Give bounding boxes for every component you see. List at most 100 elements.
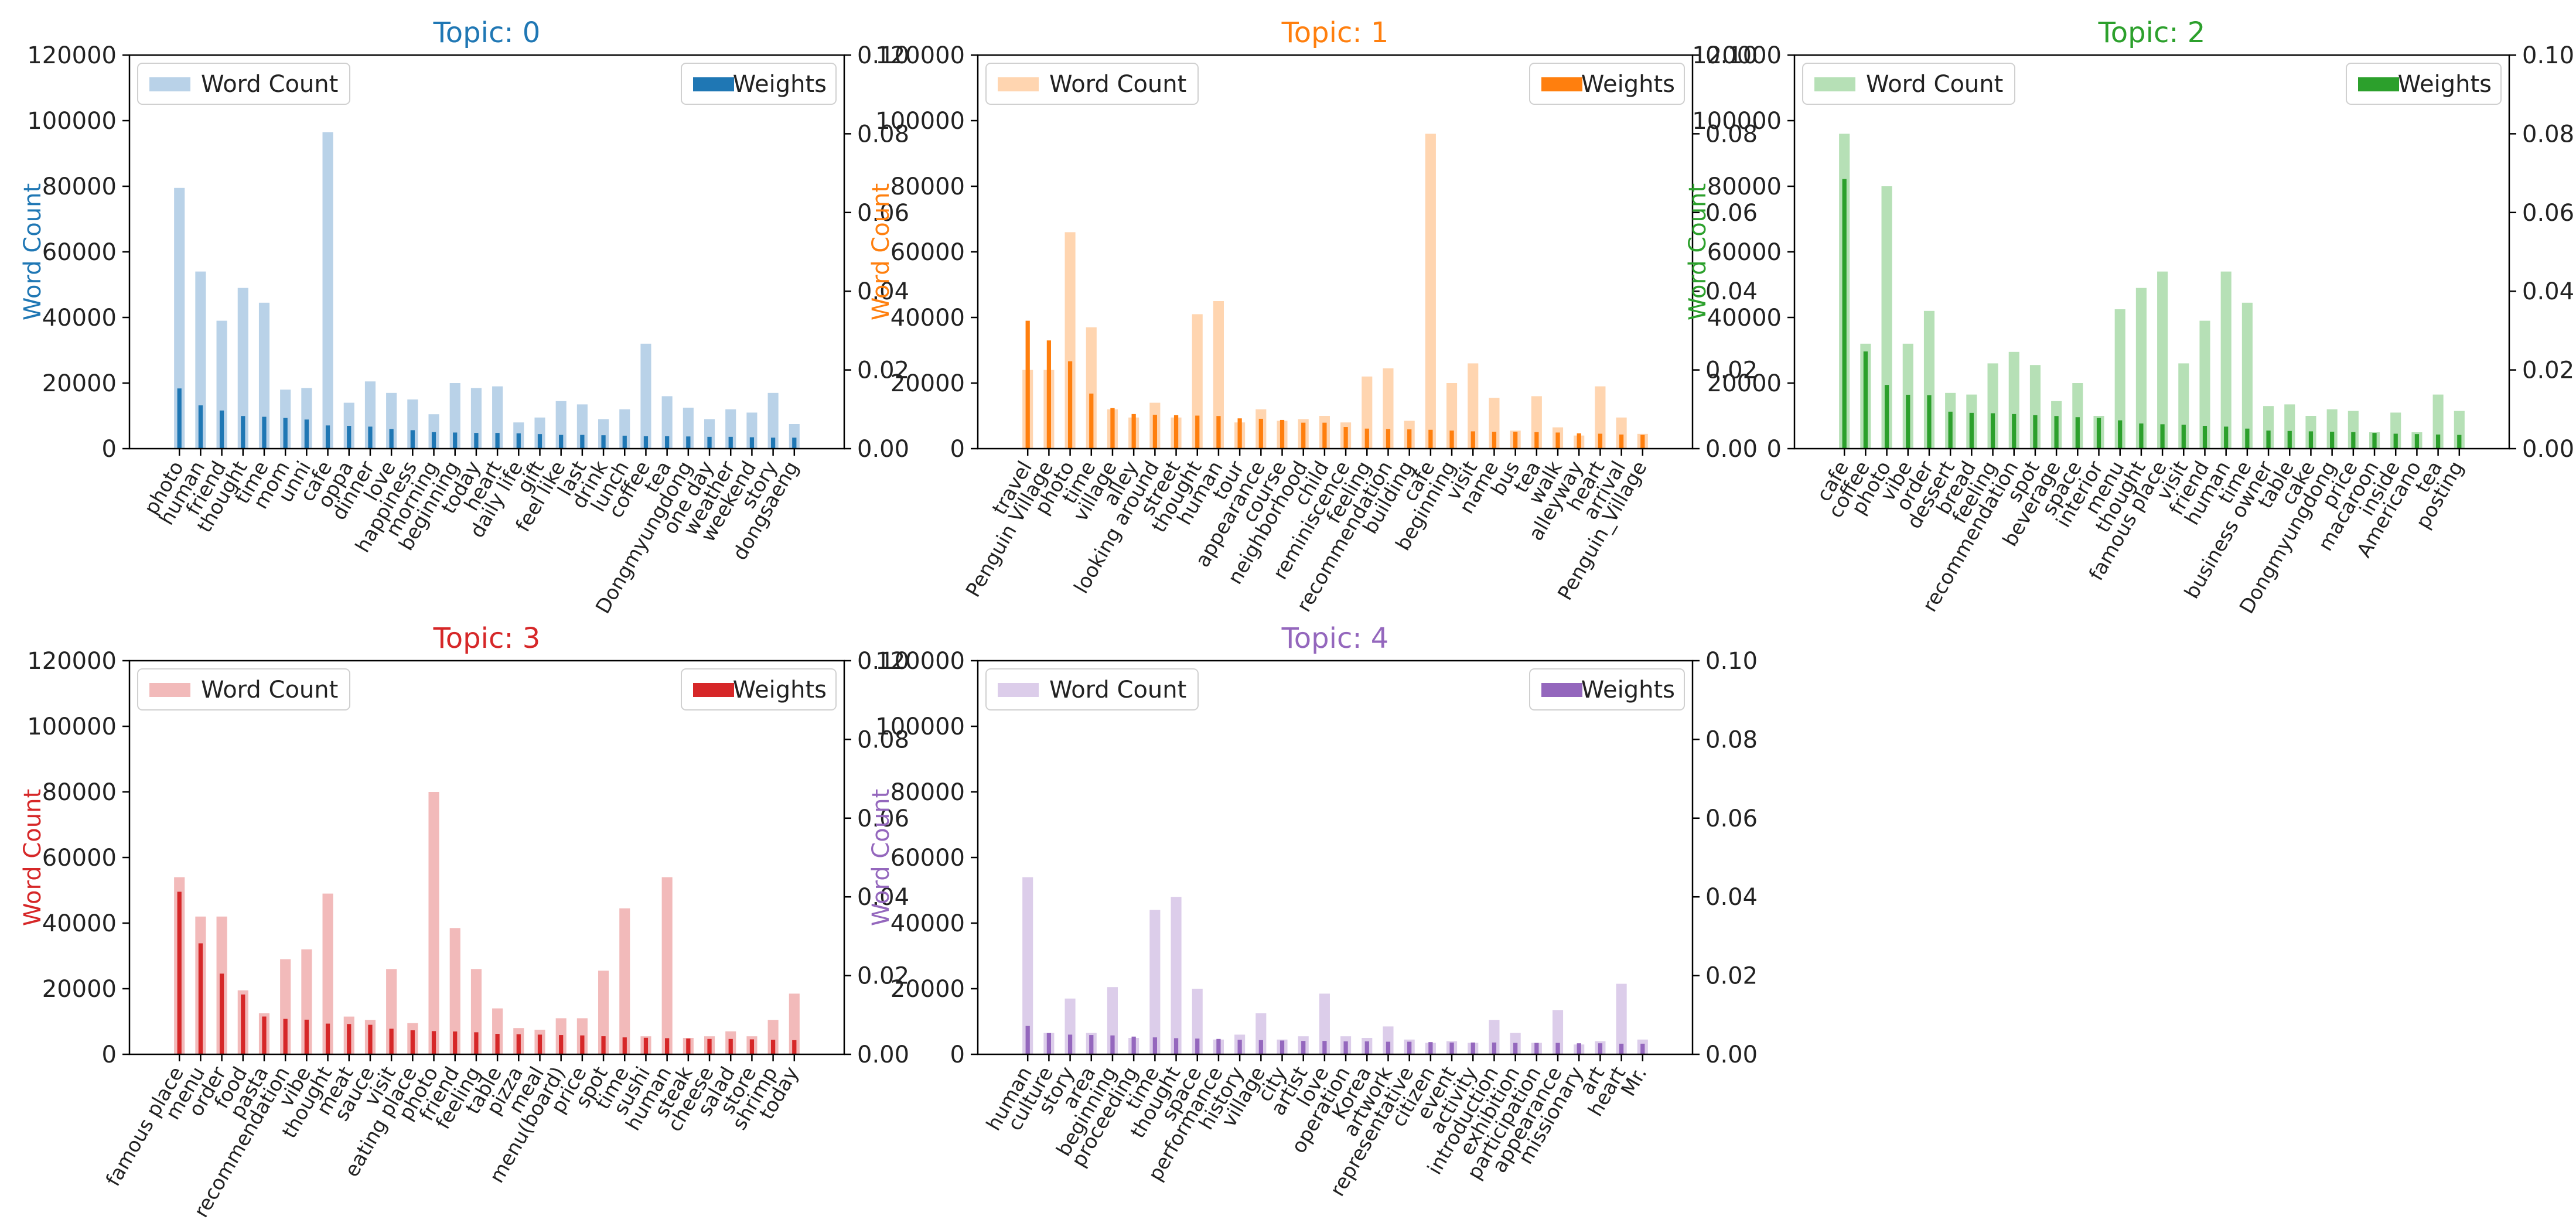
weight-bar (1927, 395, 1932, 449)
weight-bar (537, 434, 543, 449)
legend-label: Word Count (201, 71, 338, 98)
weight-bar (1280, 1040, 1285, 1054)
weight-bar (516, 433, 521, 449)
y-tick-label: 20000 (1707, 370, 1782, 397)
word-count-bar (2348, 411, 2359, 449)
y-tick-label: 100000 (27, 713, 117, 740)
word-count-bar (1489, 1020, 1500, 1054)
topic-title: Topic: 0 (433, 16, 541, 49)
y2-tick-label: 0.02 (857, 963, 909, 990)
word-count-bar (1192, 314, 1203, 449)
plot-frame (977, 660, 1694, 1055)
y2-tick-label: 0.04 (2522, 278, 2574, 305)
word-count-bar (386, 392, 397, 449)
word-count-bar (428, 414, 439, 449)
weight-bar (347, 1024, 352, 1054)
weight-bar (177, 388, 182, 449)
weight-bar (1842, 179, 1847, 449)
word-count-bar (2135, 288, 2147, 449)
weight-bar (1237, 418, 1242, 449)
y-tick-label: 60000 (1707, 239, 1782, 266)
weight-bar (1237, 1040, 1242, 1054)
weight-bar (1280, 419, 1285, 449)
weight-bar (728, 1038, 733, 1054)
weight-bar (1322, 422, 1327, 449)
word-count-bar (364, 381, 376, 449)
y2-tick-label: 0.06 (1705, 805, 1758, 832)
legend-swatch (998, 77, 1039, 91)
weight-bar (325, 1023, 330, 1054)
weight-bar (1364, 428, 1369, 449)
y2-tick-label: 0.08 (857, 121, 909, 148)
weight-bar (1152, 1037, 1157, 1054)
y2-tick-label: 0.00 (857, 436, 909, 463)
weight-bar (1534, 432, 1539, 449)
word-count-bar (428, 792, 439, 1054)
legend-label: Weights (733, 71, 827, 98)
weight-bar (1301, 1041, 1306, 1054)
legend-swatch (1541, 683, 1582, 697)
weight-bar (431, 1031, 436, 1054)
legend-swatch (693, 683, 734, 697)
weight-bar (686, 436, 691, 449)
weight-bar (304, 419, 309, 449)
word-count-bar (1616, 417, 1627, 449)
word-count-bar (492, 1008, 503, 1054)
weight-bar (1534, 1043, 1539, 1054)
weight-bar (2202, 426, 2207, 449)
y-tick-label: 40000 (1707, 305, 1782, 332)
word-count-bar (1987, 363, 1998, 449)
y2-tick-label: 0.04 (857, 278, 909, 305)
weight-bar (1343, 427, 1348, 449)
weight-bar (1152, 415, 1157, 449)
y2-tick-label: 0.00 (2522, 436, 2574, 463)
weight-bar (495, 1034, 500, 1054)
word-count-bar (2390, 412, 2401, 449)
word-count-bar (619, 409, 630, 449)
legend-label: Weights (2398, 71, 2492, 98)
y-tick-label: 40000 (42, 305, 117, 332)
word-count-bar (555, 401, 567, 449)
topic-title: Topic: 3 (433, 622, 541, 655)
weight-bar (1428, 1042, 1433, 1054)
legend-frame (137, 668, 350, 710)
weight-bar (665, 1038, 670, 1054)
word-count-bar (2072, 383, 2083, 449)
legend-swatch (693, 77, 734, 91)
weight-bar (1089, 393, 1094, 449)
legend-weights: Weights (2346, 63, 2502, 105)
weight-bar (453, 1031, 458, 1054)
weight-bar (1110, 408, 1115, 449)
word-count-bar (661, 396, 673, 449)
weight-bar (177, 891, 182, 1054)
y2-tick-label: 0.00 (1705, 436, 1758, 463)
plot-frame (128, 660, 845, 1055)
legend-swatch (149, 77, 190, 91)
weight-bar (643, 436, 649, 449)
weight-bar (1619, 434, 1624, 449)
legend-frame (2346, 63, 2502, 105)
legend-weights: Weights (1529, 63, 1685, 105)
weight-bar (304, 1019, 309, 1054)
weight-bar (2181, 425, 2186, 449)
word-count-bar (1425, 134, 1436, 449)
y2-tick-label: 0.08 (857, 726, 909, 753)
word-count-bar (386, 969, 397, 1054)
y-tick-label: 60000 (890, 845, 965, 872)
weight-bar (347, 426, 352, 449)
weight-bar (431, 432, 436, 449)
weight-bar (1301, 422, 1306, 449)
weight-bar (2033, 415, 2038, 449)
y-tick-label: 0 (950, 1041, 965, 1068)
weight-bar (2224, 426, 2229, 449)
y-tick-label: 120000 (1692, 42, 1782, 69)
y-tick-label: 80000 (890, 173, 965, 200)
weight-bar (1322, 1041, 1327, 1054)
weight-bar (2160, 424, 2165, 449)
legend-word-count: Word Count (137, 63, 350, 105)
word-count-bar (1022, 877, 1033, 1054)
word-count-bar (1086, 327, 1097, 449)
weight-bar (2012, 414, 2017, 449)
word-count-bar (619, 908, 630, 1054)
word-count-bar (2220, 271, 2232, 449)
